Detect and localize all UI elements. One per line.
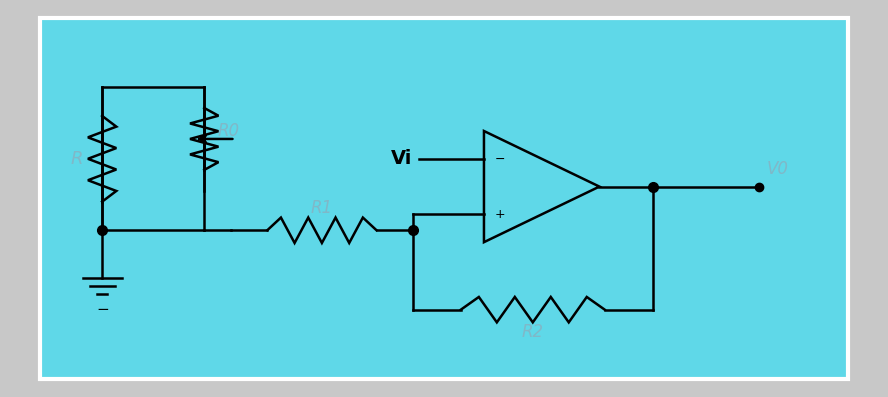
Text: V0: V0 (766, 160, 789, 178)
Text: R1: R1 (311, 199, 333, 217)
Text: $-$: $-$ (495, 152, 505, 165)
Text: Vi: Vi (391, 149, 412, 168)
Text: R: R (71, 150, 83, 168)
Text: $+$: $+$ (495, 208, 505, 221)
Text: $-$: $-$ (96, 300, 108, 315)
Text: R0: R0 (218, 122, 240, 140)
Text: R2: R2 (522, 323, 543, 341)
